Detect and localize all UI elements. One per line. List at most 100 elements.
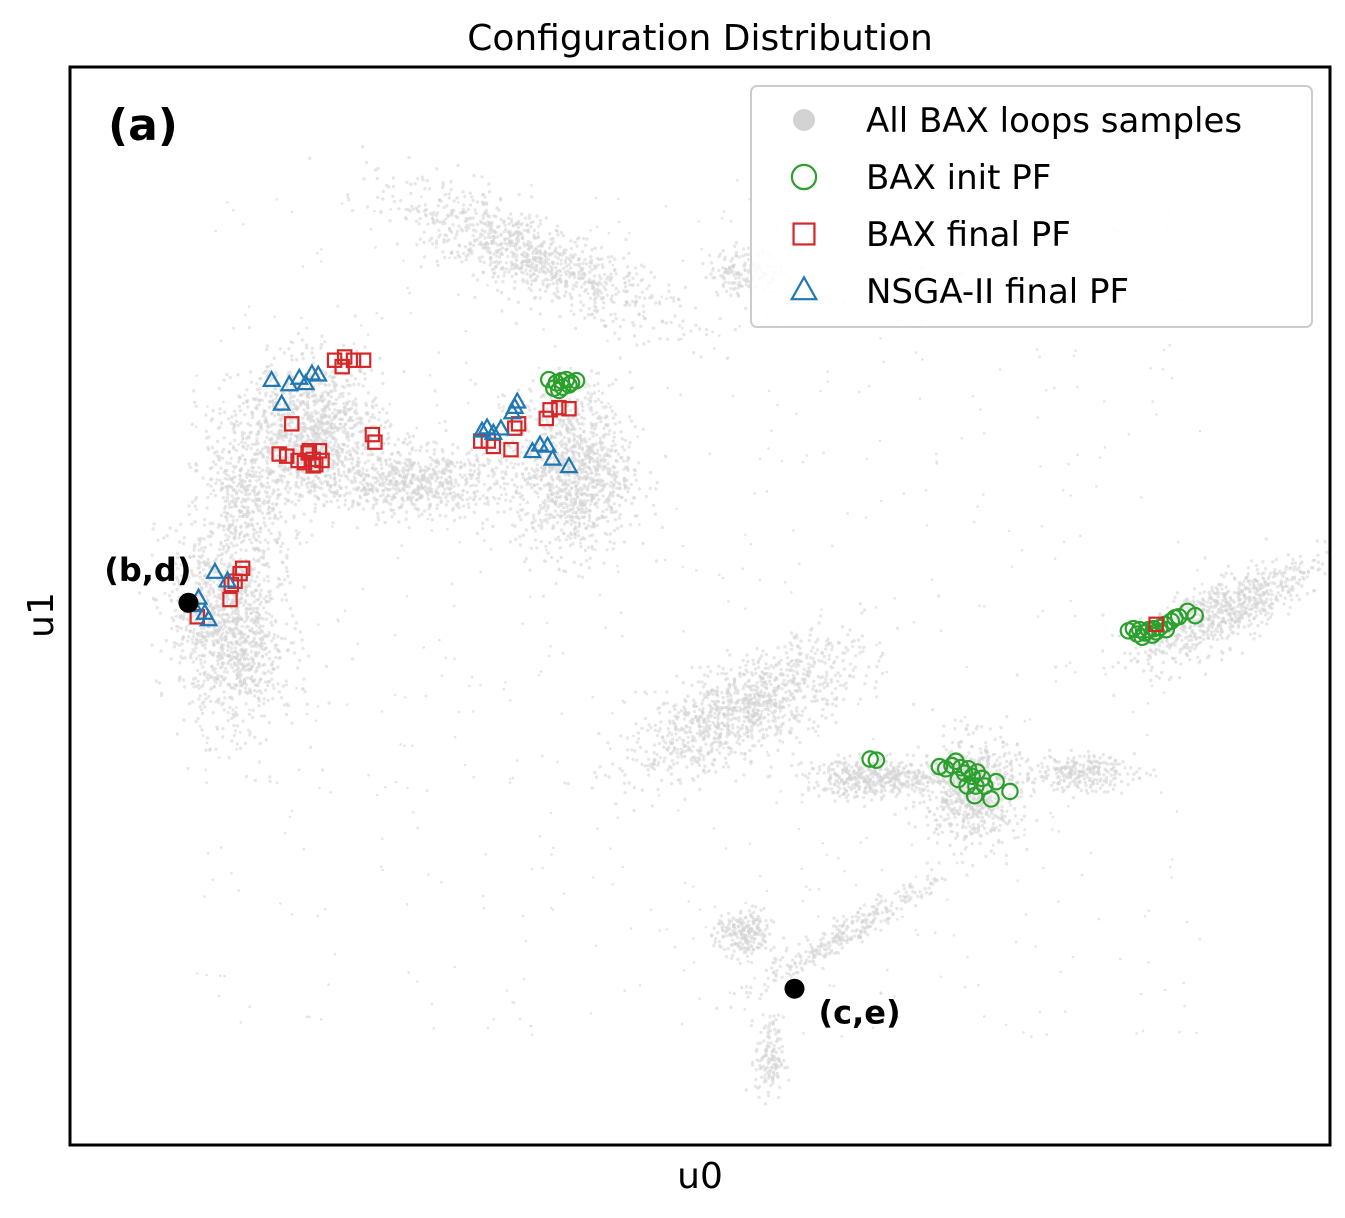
background-sample-point <box>484 208 489 212</box>
background-sample-point <box>486 474 491 478</box>
background-sample-point <box>192 548 196 552</box>
background-sample-point <box>417 204 421 208</box>
background-sample-point <box>583 465 587 470</box>
background-sample-point <box>189 651 194 656</box>
background-sample-point <box>449 481 454 485</box>
background-sample-point <box>572 560 576 564</box>
background-sample-point <box>502 274 506 278</box>
background-sample-point <box>587 513 591 517</box>
background-sample-point <box>504 458 509 462</box>
background-sample-point <box>445 204 449 208</box>
background-sample-point <box>456 483 461 487</box>
background-sample-point <box>477 242 482 246</box>
background-sample-point <box>508 267 513 271</box>
background-sample-point <box>496 501 500 506</box>
background-sample-point <box>625 459 630 463</box>
background-sample-point <box>541 394 546 398</box>
background-sample-point <box>175 732 180 736</box>
background-sample-point <box>343 498 348 503</box>
background-sample-point <box>428 512 432 517</box>
background-sample-point <box>310 533 314 537</box>
background-sample-point <box>576 257 581 261</box>
background-sample-point <box>584 262 589 266</box>
background-sample-point <box>598 516 602 520</box>
background-sample-point <box>550 491 554 495</box>
background-sample-point <box>577 522 582 527</box>
background-sample-point <box>362 177 366 181</box>
background-sample-point <box>375 488 380 492</box>
background-sample-point <box>248 581 252 585</box>
background-sample-point <box>256 432 261 436</box>
background-sample-point <box>436 235 441 239</box>
background-sample-point <box>216 612 221 617</box>
background-sample-point <box>577 477 581 482</box>
background-sample-point <box>501 405 506 409</box>
background-sample-point <box>517 514 521 518</box>
background-sample-point <box>429 236 434 240</box>
background-sample-point <box>319 346 323 350</box>
background-sample-point <box>255 653 259 658</box>
background-sample-point <box>305 485 310 490</box>
background-sample-point <box>228 375 232 380</box>
background-sample-point <box>200 578 204 582</box>
background-sample-point <box>543 249 547 254</box>
background-sample-point <box>532 513 536 517</box>
background-sample-point <box>498 260 503 264</box>
background-sample-point <box>611 416 616 420</box>
background-sample-point <box>561 506 566 510</box>
background-sample-point <box>283 486 288 491</box>
background-sample-point <box>554 499 559 503</box>
background-sample-point <box>386 493 390 497</box>
background-sample-point <box>573 476 577 480</box>
background-sample-point <box>291 444 295 449</box>
background-sample-point <box>364 411 368 415</box>
background-sample-point <box>266 669 270 674</box>
background-sample-point <box>290 721 294 725</box>
background-sample-point <box>329 395 334 399</box>
background-sample-point <box>472 490 476 495</box>
background-sample-point <box>253 778 257 783</box>
background-sample-point <box>274 396 278 400</box>
background-sample-point <box>261 606 266 610</box>
background-sample-point <box>605 548 609 552</box>
background-sample-point <box>269 620 273 625</box>
background-sample-point <box>626 274 631 278</box>
background-sample-point <box>224 634 228 639</box>
background-sample-point <box>546 551 550 555</box>
background-sample-point <box>182 685 187 689</box>
background-sample-point <box>447 196 451 200</box>
background-sample-point <box>651 503 656 507</box>
background-sample-point <box>379 494 383 498</box>
background-sample-point <box>310 346 315 351</box>
background-sample-point <box>534 277 538 281</box>
background-sample-point <box>456 250 460 254</box>
background-sample-point <box>277 649 281 653</box>
background-sample-point <box>279 636 284 641</box>
background-sample-point <box>569 295 573 299</box>
background-sample-point <box>397 207 401 211</box>
background-sample-point <box>562 436 567 440</box>
background-sample-point <box>570 422 574 427</box>
background-sample-point <box>629 419 634 423</box>
background-sample-point <box>607 498 612 502</box>
background-sample-point <box>291 399 296 403</box>
background-sample-point <box>510 262 515 266</box>
background-sample-point <box>508 540 513 544</box>
background-sample-point <box>294 483 298 487</box>
background-sample-point <box>571 542 575 546</box>
background-sample-point <box>519 517 523 522</box>
background-sample-point <box>208 651 213 655</box>
background-sample-point <box>529 282 534 286</box>
background-sample-point <box>225 372 229 377</box>
background-sample-point <box>345 402 349 406</box>
background-sample-point <box>196 679 200 683</box>
background-sample-point <box>568 271 572 276</box>
background-sample-point <box>546 483 551 487</box>
background-sample-point <box>248 537 252 542</box>
background-sample-point <box>310 430 314 434</box>
background-sample-point <box>197 548 202 552</box>
background-sample-point <box>218 626 222 630</box>
background-sample-point <box>257 704 261 708</box>
background-sample-point <box>257 651 261 655</box>
background-sample-point <box>279 436 283 440</box>
